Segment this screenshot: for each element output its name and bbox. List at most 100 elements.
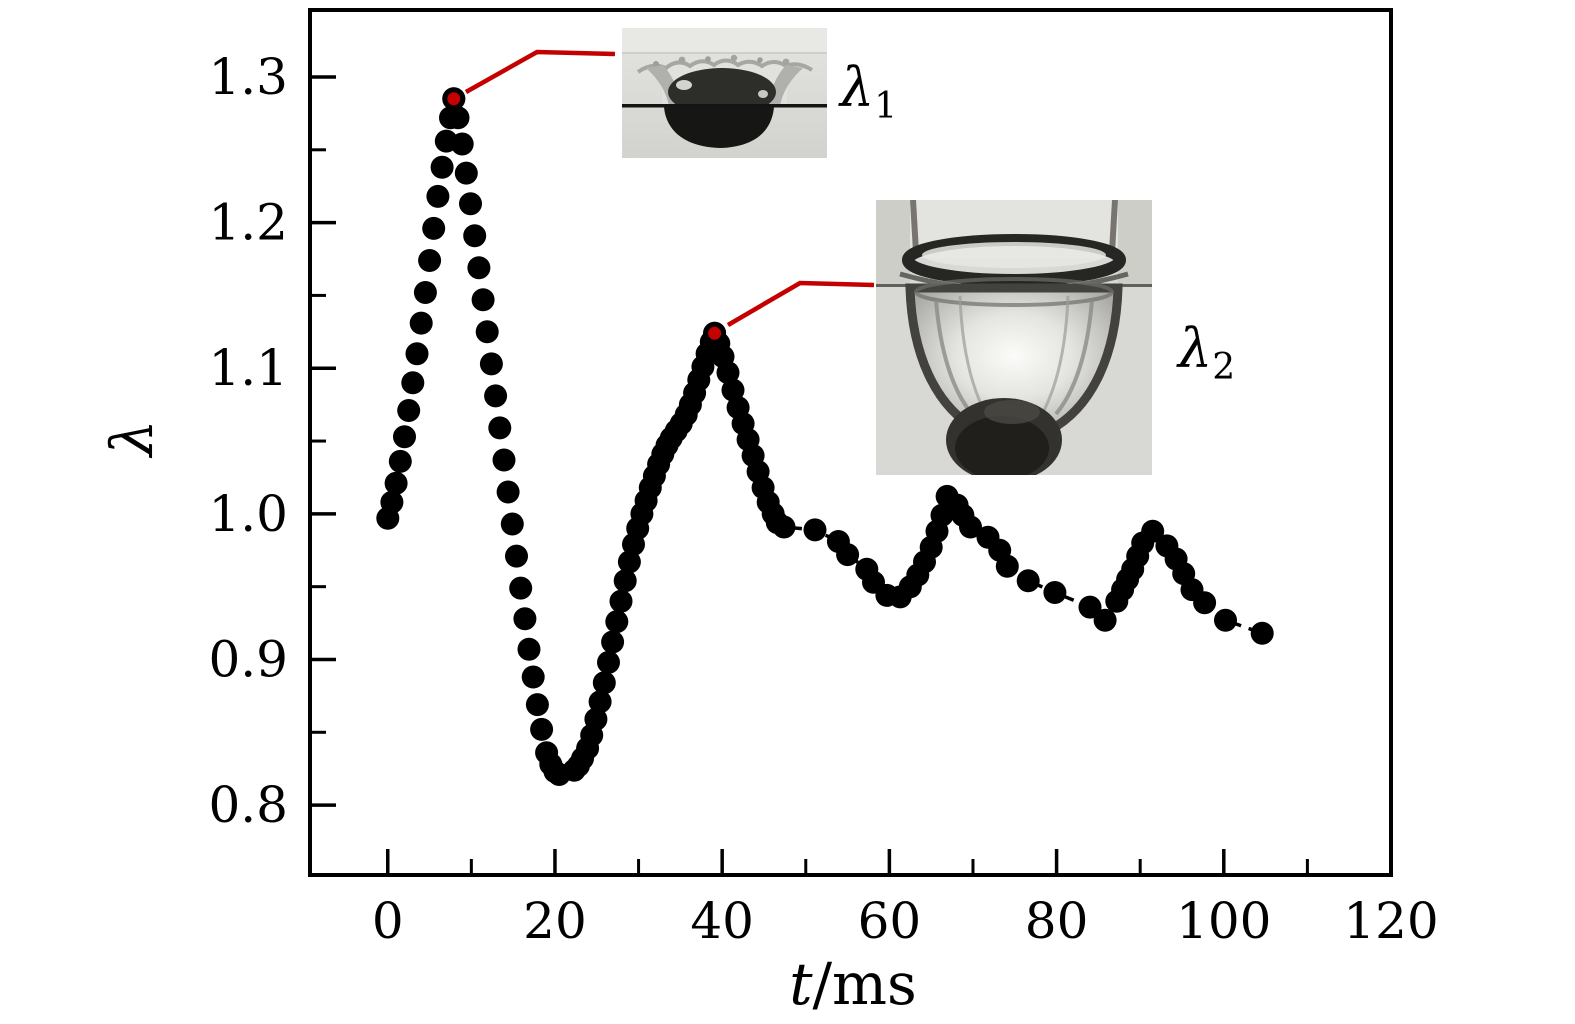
inset2-rim-inner-light: [922, 242, 1106, 268]
x-tick-label: 120: [1343, 892, 1438, 950]
data-point: [959, 515, 982, 539]
inset1-highlight-2: [758, 90, 768, 98]
data-point: [513, 607, 537, 631]
data-point: [409, 311, 433, 335]
inset-photo-splash-crown: [622, 28, 827, 158]
y-tick-label: 1.0: [208, 485, 288, 543]
data-point: [605, 610, 629, 634]
callout-line-1: [464, 49, 616, 94]
data-point: [446, 106, 470, 130]
axes-layer: 0 20 40 60 80 100 120 0.8 0.9 1.0 1.1 1.2 1.3: [208, 8, 1439, 950]
inset1-drop-lower-lobe: [664, 107, 774, 148]
data-point: [601, 630, 625, 654]
data-point: [772, 515, 796, 539]
inset2-bg-left: [876, 200, 910, 286]
data-point: [995, 554, 1019, 578]
inset1-spray-droplets: [636, 54, 814, 74]
data-point: [721, 378, 745, 402]
y-tick-label: 1.3: [208, 48, 288, 106]
inset1-surface-line: [622, 104, 827, 108]
spray-drop: [730, 54, 738, 62]
y-tick-label: 0.8: [208, 776, 288, 834]
data-point: [496, 480, 520, 504]
lambda2-peak: [703, 321, 727, 345]
data-point: [467, 256, 491, 280]
x-tick-label: 0: [372, 892, 404, 950]
data-point: [405, 342, 429, 366]
y-axis-title: λ: [98, 420, 166, 459]
inset2-streak: [1038, 295, 1070, 419]
x-tick-label: 40: [690, 892, 754, 950]
callout-layer: [442, 49, 875, 345]
data-point: [500, 512, 524, 536]
inset2-drop-blob-core: [955, 416, 1049, 475]
data-point: [716, 361, 740, 385]
data-point: [1141, 519, 1165, 543]
callout-line-2: [726, 280, 875, 327]
inset2-bag-top-arc: [914, 277, 1114, 307]
data-point: [488, 416, 512, 440]
x-tick-label: 80: [1025, 892, 1089, 950]
data-point: [1016, 569, 1040, 593]
data-point: [384, 471, 408, 495]
data-point: [401, 371, 425, 395]
inset2-streak: [1054, 299, 1094, 416]
data-point: [525, 693, 549, 717]
spray-drop: [782, 58, 790, 66]
data-point: [463, 224, 487, 248]
spray-drop: [678, 56, 686, 64]
data-point: [430, 155, 454, 179]
x-tick-label: 20: [523, 892, 587, 950]
data-point: [1214, 608, 1237, 632]
data-point: [413, 281, 437, 304]
x-axis-title: t/ms: [789, 950, 917, 1018]
data-point: [454, 161, 478, 185]
inset-label-lambda1: λ1: [838, 56, 897, 127]
data-point: [1193, 591, 1217, 615]
data-point: [613, 569, 637, 593]
lambda1-peak: [442, 87, 466, 111]
inset1-right-curtain: [766, 65, 803, 108]
data-point: [418, 249, 442, 272]
spray-drop: [705, 56, 711, 62]
inset2-blob-top-shade: [984, 400, 1040, 424]
data-point: [517, 637, 541, 661]
x-tick-label: 100: [1176, 892, 1271, 950]
data-point: [475, 320, 499, 344]
data-point: [450, 132, 474, 156]
y-tick-label: 1.2: [208, 194, 288, 252]
inset2-bg-right: [1118, 200, 1152, 286]
data-point: [609, 589, 633, 613]
data-point: [530, 717, 554, 741]
data-point: [521, 665, 545, 689]
plot-frame: [308, 8, 1393, 877]
data-point: [492, 448, 516, 472]
data-point: [380, 490, 404, 514]
data-point: [397, 399, 421, 422]
y-tick-label: 1.1: [208, 339, 288, 397]
y-tick-label: 0.9: [208, 630, 288, 688]
data-series-layer: [376, 87, 1274, 786]
inset2-streak: [934, 299, 974, 416]
data-point: [1078, 595, 1102, 619]
data-point: [505, 544, 528, 568]
inset-photo-cavity-bag: [876, 200, 1152, 475]
data-point: [459, 192, 482, 216]
data-point: [836, 543, 860, 567]
data-point: [597, 650, 620, 674]
data-point: [584, 707, 608, 731]
inset1-band-edge: [622, 52, 827, 54]
data-point: [422, 216, 446, 240]
inset1-spray-line: [636, 58, 814, 74]
inset1-sky-band: [622, 28, 827, 54]
data-point: [509, 576, 533, 600]
x-tick-label: 60: [858, 892, 922, 950]
data-point: [393, 425, 416, 449]
data-point: [617, 550, 641, 574]
data-point: [479, 352, 503, 376]
data-point: [388, 449, 412, 473]
data-point: [1250, 621, 1274, 645]
inset-label-lambda2: λ2: [1176, 317, 1235, 388]
